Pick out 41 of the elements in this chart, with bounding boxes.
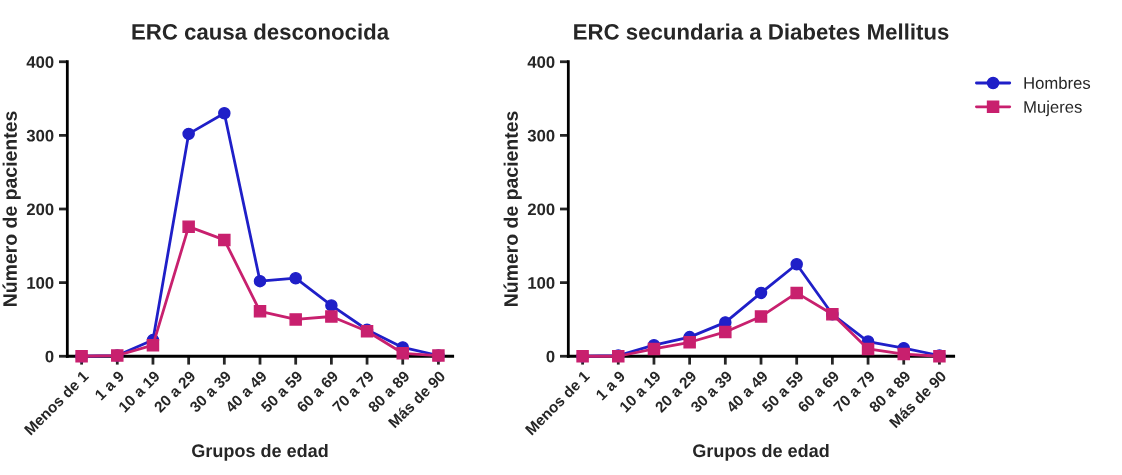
point [289,271,302,285]
point [325,310,338,323]
y-tick-label: 300 [26,129,54,142]
point [754,286,768,300]
point [790,286,803,300]
point [253,274,267,288]
point [719,325,732,339]
point [790,257,803,271]
legend-label: Hombres [1024,76,1091,89]
point [218,233,231,247]
x-axis-title: Grupos de edad [192,443,328,461]
x-tick-label: 1 a 9 [94,370,125,401]
point [861,342,875,356]
point [897,347,910,361]
y-tick-label: 200 [527,203,555,216]
y-tick-label: 200 [26,203,54,216]
y-tick-label: 400 [527,56,555,68]
point [683,336,696,349]
point [754,310,768,323]
y-axis-title: Número de pacientes [2,111,21,307]
point [182,220,195,233]
chart-title: ERC secundaria a Diabetes Mellitus [574,23,949,40]
point [253,305,267,318]
chart-title: ERC causa desconocida [132,23,390,40]
y-axis-title: Número de pacientes [503,111,522,307]
x-axis-title: Grupos de edad [693,443,829,461]
y-tick-label: 300 [527,129,555,142]
y-tick-label: 0 [45,350,54,363]
y-tick-label: 400 [26,56,54,68]
point [289,313,302,326]
point [396,347,409,360]
x-tick-label: 1 a 9 [595,370,626,401]
y-tick-label: 100 [27,277,54,289]
y-tick-label: 0 [546,350,555,363]
point [647,342,661,356]
point [146,338,160,352]
point [325,299,338,312]
legend-label: Mujeres [1024,100,1082,117]
point [218,107,231,120]
y-tick-label: 100 [528,277,555,289]
point [182,127,195,141]
